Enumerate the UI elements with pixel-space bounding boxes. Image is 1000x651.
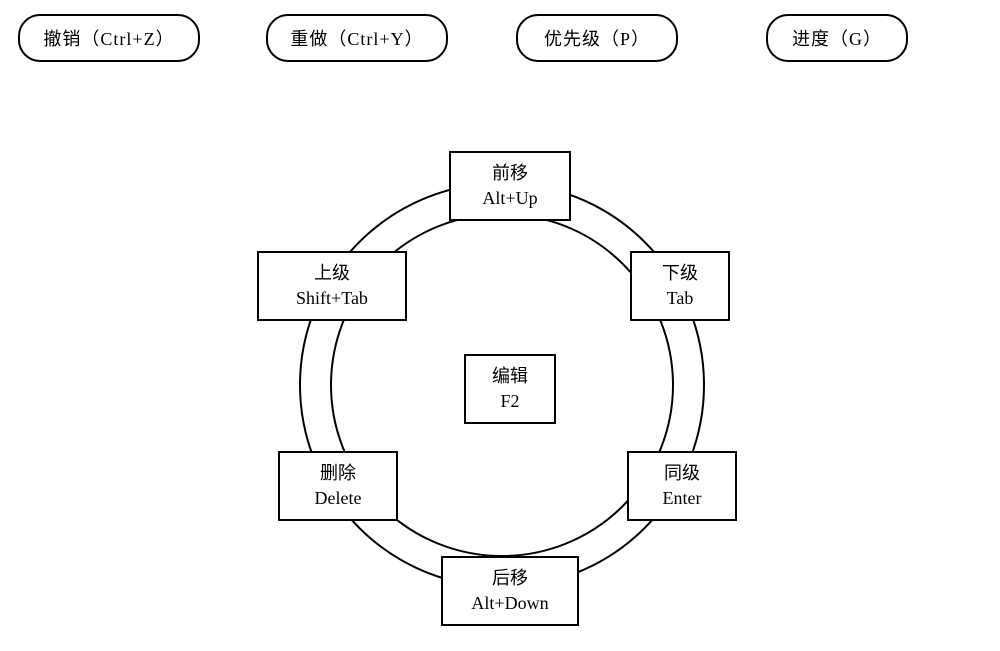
pill-priority-label: 优先级（P） xyxy=(544,25,650,51)
ring-promote[interactable]: 上级 Shift+Tab xyxy=(257,251,407,321)
ring-move-down-key: Alt+Down xyxy=(471,591,548,616)
ring-promote-key: Shift+Tab xyxy=(296,286,368,311)
center-edit-key: F2 xyxy=(500,389,519,414)
ring-delete-key: Delete xyxy=(315,486,362,511)
ring-sibling-label: 同级 xyxy=(664,461,700,486)
ring-sibling[interactable]: 同级 Enter xyxy=(627,451,737,521)
ring-move-down[interactable]: 后移 Alt+Down xyxy=(441,556,579,626)
ring-promote-label: 上级 xyxy=(314,261,350,286)
center-edit[interactable]: 编辑 F2 xyxy=(464,354,556,424)
pill-progress-label: 进度（G） xyxy=(792,25,882,51)
ring-demote-key: Tab xyxy=(667,286,694,311)
ring-move-down-label: 后移 xyxy=(492,566,528,591)
ring-sibling-key: Enter xyxy=(663,486,702,511)
pill-priority[interactable]: 优先级（P） xyxy=(516,14,678,62)
ring-demote-label: 下级 xyxy=(662,261,698,286)
ring-delete[interactable]: 删除 Delete xyxy=(278,451,398,521)
ring-move-up[interactable]: 前移 Alt+Up xyxy=(449,151,571,221)
pill-redo[interactable]: 重做（Ctrl+Y） xyxy=(266,14,448,62)
center-edit-label: 编辑 xyxy=(492,364,528,389)
ring-delete-label: 删除 xyxy=(320,461,356,486)
ring-move-up-label: 前移 xyxy=(492,161,528,186)
pill-redo-label: 重做（Ctrl+Y） xyxy=(290,25,423,51)
pill-undo-label: 撤销（Ctrl+Z） xyxy=(43,25,174,51)
pill-undo[interactable]: 撤销（Ctrl+Z） xyxy=(18,14,200,62)
ring-move-up-key: Alt+Up xyxy=(482,186,537,211)
pill-progress[interactable]: 进度（G） xyxy=(766,14,908,62)
ring-demote[interactable]: 下级 Tab xyxy=(630,251,730,321)
